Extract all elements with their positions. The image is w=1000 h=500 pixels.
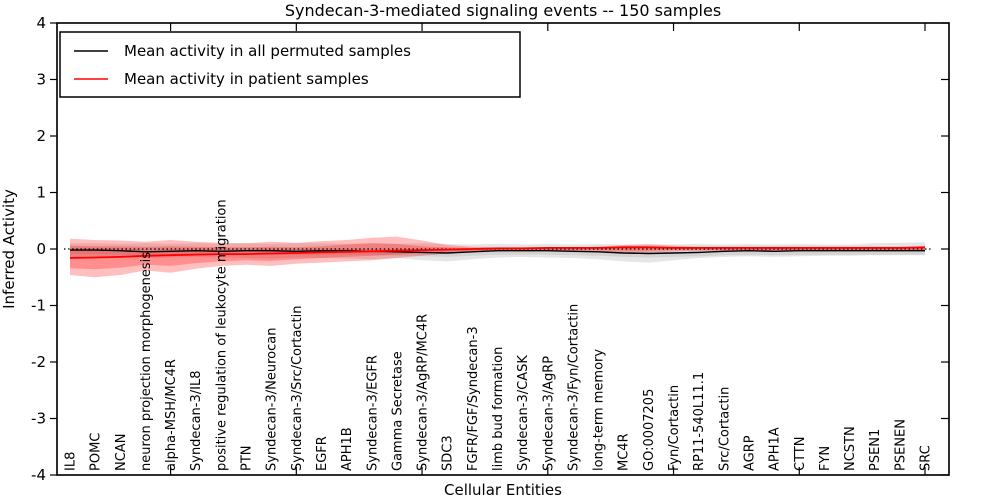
x-category-labels: IL8 POMC NCAN neuron projection morphogenes… [64, 199, 934, 471]
x-category-label: APH1B [340, 427, 355, 471]
y-tick-label: 2 [36, 127, 46, 145]
x-category-label: Syndecan-3/Src/Cortactin [290, 305, 305, 471]
patient-range-inner-band [70, 243, 925, 270]
x-category-label: FYN [818, 446, 833, 471]
x-category-label: PSEN1 [868, 429, 883, 471]
x-category-label: alpha-MSH/MC4R [164, 359, 179, 471]
x-axis-label: Cellular Entities [444, 481, 562, 499]
y-axis-label: Inferred Activity [0, 189, 18, 309]
x-category-label: POMC [89, 433, 104, 471]
y-tick-label: -1 [31, 297, 46, 315]
x-category-label: Syndecan-3/EGFR [365, 355, 380, 471]
x-category-label: Syndecan-3/Neurocan [265, 328, 280, 471]
patient-range-outer-band [70, 236, 925, 278]
x-category-label: Fyn/Cortactin [667, 385, 682, 471]
y-tick-label: 4 [36, 14, 46, 32]
y-tick-label: -3 [31, 410, 46, 428]
y-tick-label: -2 [31, 353, 46, 371]
x-category-label: positive regulation of leukocyte migrati… [214, 199, 229, 471]
legend-box [59, 31, 521, 98]
x-category-label: AGRP [743, 435, 758, 471]
x-category-label: Gamma Secretase [390, 351, 405, 471]
legend: Mean activity in all permuted samples Me… [59, 31, 521, 98]
x-category-label: Syndecan-3/AgRP/MC4R [416, 314, 431, 471]
legend-label-patient: Mean activity in patient samples [124, 70, 369, 88]
x-category-label: Syndecan-3/CASK [516, 355, 531, 471]
x-category-label: PSENEN [893, 419, 908, 471]
y-tick-label: 0 [36, 240, 46, 258]
plot-border-overlay [56, 22, 950, 476]
x-category-label: GO:0007205 [642, 389, 657, 471]
y-tick-label: 1 [36, 184, 46, 202]
x-category-label: Syndecan-3/IL8 [189, 371, 204, 471]
x-category-label: NCAN [114, 434, 129, 471]
x-category-label: PTN [240, 445, 255, 471]
legend-label-permuted: Mean activity in all permuted samples [124, 42, 411, 60]
chart-title: Syndecan-3-mediated signaling events -- … [285, 1, 721, 20]
x-category-label: IL8 [64, 452, 79, 471]
patient-mean-line [69, 246, 926, 259]
x-category-label: SRC [919, 445, 934, 471]
x-category-label: RP11-540L11.1 [692, 372, 707, 471]
x-category-label: APH1A [768, 427, 783, 471]
y-tick-label: -4 [31, 466, 46, 484]
x-category-label: limb bud formation [491, 347, 506, 471]
permuted-mean-line [70, 249, 925, 255]
x-category-label: MC4R [617, 433, 632, 471]
x-category-label: FGFR/FGF/Syndecan-3 [466, 326, 481, 471]
x-category-label: neuron projection morphogenesis [139, 252, 154, 471]
x-axis-ticks [169, 23, 926, 475]
series-lines [69, 246, 926, 259]
x-category-label: EGFR [315, 436, 330, 471]
x-category-label: SDC3 [441, 435, 456, 471]
y-tick-label: 3 [36, 71, 46, 89]
x-category-label: CTTN [793, 437, 808, 471]
x-category-label: long-term memory [592, 349, 607, 471]
x-category-label: NCSTN [843, 426, 858, 471]
x-category-label: Syndecan-3/AgRP [541, 356, 556, 471]
x-category-label: Syndecan-3/Fyn/Cortactin [566, 304, 581, 471]
x-category-label: Src/Cortactin [717, 387, 732, 471]
